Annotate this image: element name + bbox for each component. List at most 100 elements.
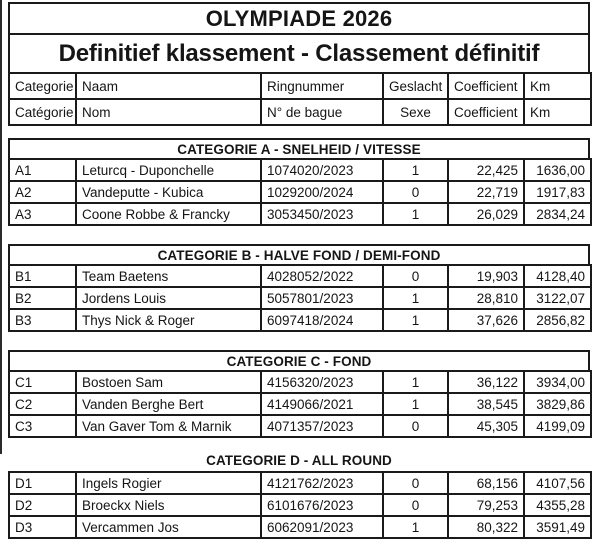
table-row: C3 Van Gaver Tom & Marnik 4071357/2023 0… — [8, 414, 592, 438]
table-row: B3 Thys Nick & Roger 6097418/2024 1 37,6… — [8, 308, 592, 332]
cell-sex: 0 — [382, 180, 449, 204]
cell-ring-number: 4156320/2023 — [260, 370, 384, 394]
cell-coefficient: 79,253 — [447, 493, 525, 517]
table-row: C2 Vanden Berghe Bert 4149066/2021 1 38,… — [8, 392, 592, 416]
table-row: B1 Team Baetens 4028052/2022 0 19,903 41… — [8, 264, 592, 288]
cell-category-code: B2 — [8, 286, 77, 310]
cell-category-code: C2 — [8, 392, 77, 416]
cell-name: Vandeputte - Kubica — [75, 180, 262, 204]
column-header-row-nl: Categorie Naam Ringnummer Geslacht Coeff… — [8, 72, 592, 100]
section-category-b: CATEGORIE B - HALVE FOND / DEMI-FOND B1 … — [8, 244, 592, 332]
header-no-de-bague: N° de bague — [260, 98, 384, 126]
table-row: C1 Bostoen Sam 4156320/2023 1 36,122 393… — [8, 370, 592, 394]
section-header-d: CATEGORIE D - ALL ROUND — [206, 452, 392, 468]
cell-km: 3934,00 — [523, 370, 592, 394]
cell-sex: 0 — [382, 414, 449, 438]
cell-ring-number: 4028052/2022 — [260, 264, 384, 288]
cell-ring-number: 4149066/2021 — [260, 392, 384, 416]
table-row: A2 Vandeputte - Kubica 1029200/2024 0 22… — [8, 180, 592, 204]
header-categorie-nl: Categorie — [8, 72, 77, 100]
cell-name: Vanden Berghe Bert — [75, 392, 262, 416]
section-a-table: A1 Leturcq - Duponchelle 1074020/2023 1 … — [8, 158, 592, 226]
cell-name: Bostoen Sam — [75, 370, 262, 394]
header-geslacht: Geslacht — [382, 72, 449, 100]
cell-category-code: D1 — [8, 471, 77, 495]
cell-ring-number: 6062091/2023 — [260, 515, 384, 539]
cell-name: Jordens Louis — [75, 286, 262, 310]
header-sexe: Sexe — [382, 98, 449, 126]
cell-ring-number: 6101676/2023 — [260, 493, 384, 517]
section-c-table: C1 Bostoen Sam 4156320/2023 1 36,122 393… — [8, 370, 592, 438]
cell-sex: 1 — [382, 202, 449, 226]
cell-category-code: A3 — [8, 202, 77, 226]
section-header-b: CATEGORIE B - HALVE FOND / DEMI-FOND — [8, 244, 590, 266]
cell-category-code: D3 — [8, 515, 77, 539]
cell-coefficient: 22,425 — [447, 158, 525, 182]
cell-name: Ingels Rogier — [75, 471, 262, 495]
cell-coefficient: 28,810 — [447, 286, 525, 310]
section-header-c: CATEGORIE C - FOND — [8, 350, 590, 372]
cell-ring-number: 3053450/2023 — [260, 202, 384, 226]
cell-name: Coone Robbe & Francky — [75, 202, 262, 226]
cell-ring-number: 5057801/2023 — [260, 286, 384, 310]
cell-km: 2856,82 — [523, 308, 592, 332]
cell-name: Broeckx Niels — [75, 493, 262, 517]
cell-sex: 1 — [382, 158, 449, 182]
cell-km: 4107,56 — [523, 471, 592, 495]
cell-sex: 1 — [382, 286, 449, 310]
cell-km: 4355,28 — [523, 493, 592, 517]
header-km-fr: Km — [523, 98, 592, 126]
cell-category-code: B1 — [8, 264, 77, 288]
cell-coefficient: 45,305 — [447, 414, 525, 438]
cell-coefficient: 37,626 — [447, 308, 525, 332]
section-category-c: CATEGORIE C - FOND C1 Bostoen Sam 415632… — [8, 350, 592, 438]
cell-km: 1636,00 — [523, 158, 592, 182]
table-row: A1 Leturcq - Duponchelle 1074020/2023 1 … — [8, 158, 592, 182]
cell-km: 2834,24 — [523, 202, 592, 226]
section-header-a: CATEGORIE A - SNELHEID / VITESSE — [8, 138, 590, 160]
cell-sex: 0 — [382, 471, 449, 495]
cell-ring-number: 6097418/2024 — [260, 308, 384, 332]
cell-coefficient: 80,322 — [447, 515, 525, 539]
cell-category-code: A2 — [8, 180, 77, 204]
cell-km: 3829,86 — [523, 392, 592, 416]
cell-km: 1917,83 — [523, 180, 592, 204]
cell-sex: 1 — [382, 370, 449, 394]
cell-name: Vercammen Jos — [75, 515, 262, 539]
cell-category-code: D2 — [8, 493, 77, 517]
cell-ring-number: 4121762/2023 — [260, 471, 384, 495]
header-coefficient-fr: Coefficient — [447, 98, 525, 126]
cell-name: Leturcq - Duponchelle — [75, 158, 262, 182]
cell-km: 4128,40 — [523, 264, 592, 288]
table-row: B2 Jordens Louis 5057801/2023 1 28,810 3… — [8, 286, 592, 310]
cell-ring-number: 1029200/2024 — [260, 180, 384, 204]
cell-name: Van Gaver Tom & Marnik — [75, 414, 262, 438]
cell-km: 3591,49 — [523, 515, 592, 539]
cell-name: Team Baetens — [75, 264, 262, 288]
cell-name: Thys Nick & Roger — [75, 308, 262, 332]
header-coefficient-nl: Coefficient — [447, 72, 525, 100]
cell-category-code: C3 — [8, 414, 77, 438]
table-row: D1 Ingels Rogier 4121762/2023 0 68,156 4… — [8, 471, 592, 495]
cell-category-code: A1 — [8, 158, 77, 182]
document-subtitle: Definitief klassement - Classement défin… — [8, 33, 590, 74]
scan-edge-artifact — [0, 0, 2, 454]
header-nom: Nom — [75, 98, 262, 126]
cell-sex: 0 — [382, 264, 449, 288]
section-d-table: D1 Ingels Rogier 4121762/2023 0 68,156 4… — [8, 471, 592, 539]
cell-category-code: C1 — [8, 370, 77, 394]
cell-km: 4199,09 — [523, 414, 592, 438]
cell-coefficient: 36,122 — [447, 370, 525, 394]
cell-category-code: B3 — [8, 308, 77, 332]
cell-km: 3122,07 — [523, 286, 592, 310]
cell-coefficient: 68,156 — [447, 471, 525, 495]
section-category-d: CATEGORIE D - ALL ROUND D1 Ingels Rogier… — [8, 451, 592, 539]
cell-ring-number: 4071357/2023 — [260, 414, 384, 438]
cell-sex: 0 — [382, 493, 449, 517]
header-naam: Naam — [75, 72, 262, 100]
cell-sex: 1 — [382, 515, 449, 539]
table-row: D2 Broeckx Niels 6101676/2023 0 79,253 4… — [8, 493, 592, 517]
cell-ring-number: 1074020/2023 — [260, 158, 384, 182]
table-row: A3 Coone Robbe & Francky 3053450/2023 1 … — [8, 202, 592, 226]
document-title: OLYMPIADE 2026 — [8, 2, 590, 35]
